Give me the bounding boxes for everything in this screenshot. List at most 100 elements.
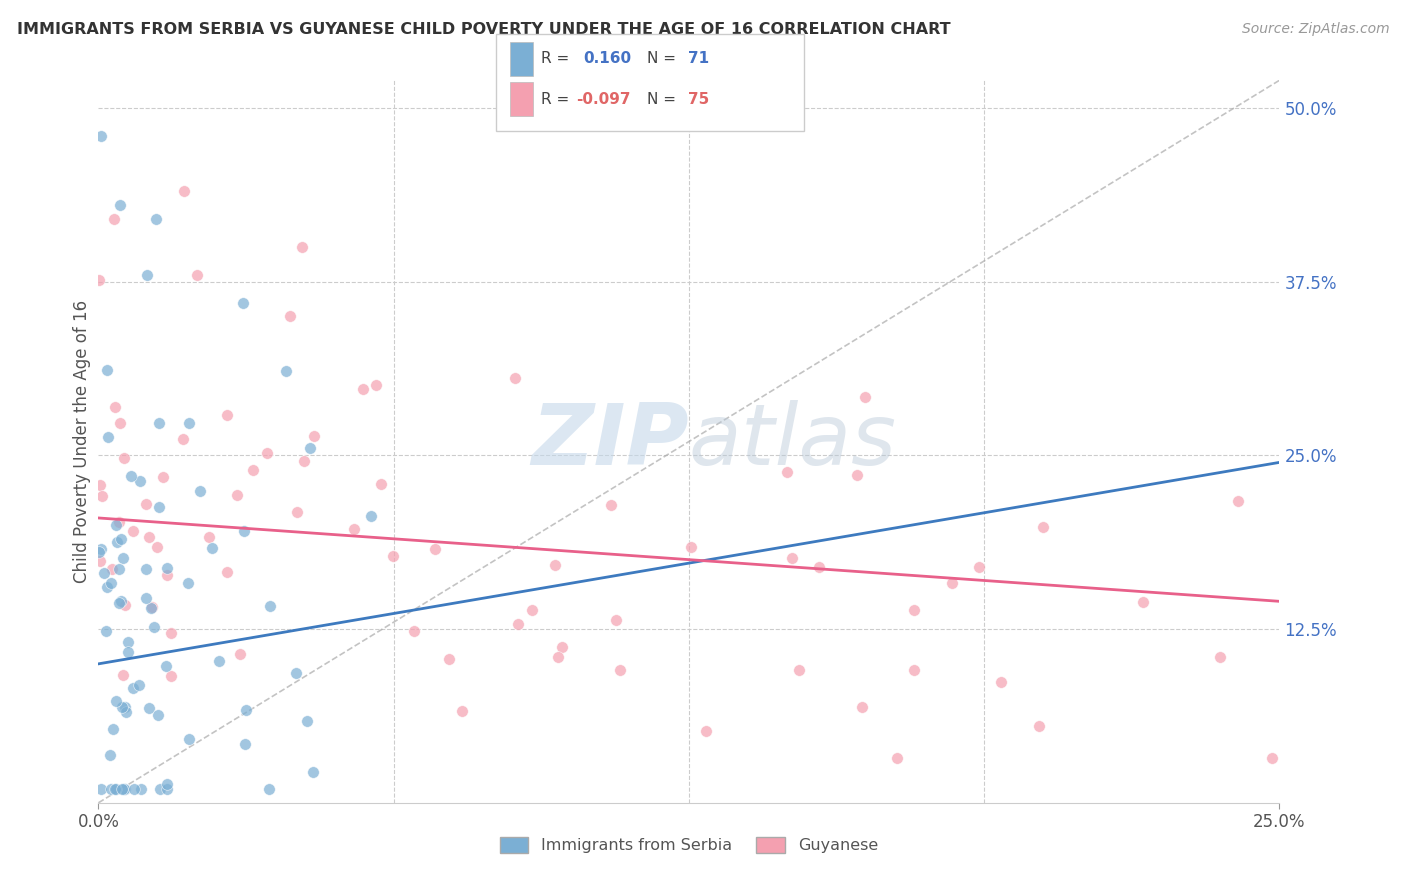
Point bbox=[124, 781, 146, 796]
Point bbox=[780, 551, 803, 566]
Point bbox=[256, 446, 278, 460]
Point bbox=[551, 640, 574, 655]
Point bbox=[122, 681, 145, 695]
Point bbox=[197, 530, 219, 544]
Point bbox=[259, 599, 281, 613]
Point bbox=[104, 400, 127, 414]
Text: 0.160: 0.160 bbox=[583, 52, 631, 66]
Text: 71: 71 bbox=[688, 52, 709, 66]
Text: IMMIGRANTS FROM SERBIA VS GUYANESE CHILD POVERTY UNDER THE AGE OF 16 CORRELATION: IMMIGRANTS FROM SERBIA VS GUYANESE CHILD… bbox=[17, 22, 950, 37]
Point bbox=[96, 362, 118, 376]
Point bbox=[404, 624, 426, 639]
Point bbox=[232, 295, 254, 310]
Point bbox=[90, 128, 112, 143]
Text: N =: N = bbox=[647, 52, 681, 66]
Point bbox=[506, 617, 529, 632]
Point bbox=[215, 565, 238, 579]
Point bbox=[111, 550, 134, 565]
Point bbox=[851, 699, 873, 714]
Point bbox=[111, 699, 134, 714]
Text: -0.097: -0.097 bbox=[576, 92, 631, 106]
Point bbox=[217, 408, 239, 422]
Point bbox=[352, 382, 374, 396]
Point bbox=[285, 505, 308, 519]
Point bbox=[235, 737, 257, 751]
Point bbox=[232, 524, 254, 538]
Point bbox=[450, 704, 472, 718]
Point bbox=[111, 781, 134, 796]
Point bbox=[120, 468, 142, 483]
Point bbox=[291, 240, 314, 254]
Point bbox=[177, 576, 200, 591]
Point bbox=[97, 430, 120, 444]
Point bbox=[156, 777, 179, 791]
Text: R =: R = bbox=[541, 52, 575, 66]
Point bbox=[90, 541, 112, 556]
Point bbox=[89, 477, 111, 491]
Point bbox=[90, 781, 112, 796]
Point bbox=[149, 781, 172, 796]
Point bbox=[128, 677, 150, 691]
Point bbox=[695, 724, 717, 739]
Point bbox=[136, 268, 159, 282]
Point bbox=[257, 781, 280, 796]
Point bbox=[107, 562, 129, 576]
Point bbox=[104, 693, 127, 707]
Point bbox=[93, 566, 115, 580]
Point bbox=[188, 484, 211, 499]
Point bbox=[107, 515, 129, 529]
Point bbox=[104, 781, 127, 796]
Point bbox=[543, 558, 565, 573]
Point bbox=[776, 465, 799, 479]
Point bbox=[110, 533, 132, 547]
Point bbox=[100, 781, 122, 796]
Point bbox=[155, 658, 177, 673]
Text: R =: R = bbox=[541, 92, 575, 106]
Text: atlas: atlas bbox=[689, 400, 897, 483]
Point bbox=[101, 561, 124, 575]
Point bbox=[100, 576, 122, 591]
Point bbox=[156, 561, 179, 575]
Point bbox=[605, 613, 627, 627]
Point bbox=[135, 497, 157, 511]
Point bbox=[439, 652, 461, 666]
Point bbox=[903, 664, 925, 678]
Point bbox=[235, 703, 257, 717]
Text: ZIP: ZIP bbox=[531, 400, 689, 483]
Point bbox=[141, 599, 163, 614]
Point bbox=[135, 562, 157, 576]
Point bbox=[278, 310, 301, 324]
Point bbox=[186, 268, 208, 282]
Point bbox=[105, 535, 128, 549]
Y-axis label: Child Poverty Under the Age of 16: Child Poverty Under the Age of 16 bbox=[73, 300, 91, 583]
Point bbox=[107, 596, 129, 610]
Legend: Immigrants from Serbia, Guyanese: Immigrants from Serbia, Guyanese bbox=[494, 831, 884, 860]
Point bbox=[1032, 520, 1054, 534]
Point bbox=[381, 549, 404, 563]
Point bbox=[990, 675, 1012, 690]
Point bbox=[131, 781, 153, 796]
Point bbox=[343, 522, 366, 536]
Point bbox=[886, 751, 908, 765]
Point bbox=[139, 601, 162, 615]
Point bbox=[177, 731, 200, 746]
Point bbox=[284, 665, 307, 680]
Point bbox=[159, 625, 181, 640]
Point bbox=[172, 432, 194, 446]
Point bbox=[103, 212, 125, 227]
Point bbox=[145, 540, 167, 554]
Point bbox=[1028, 719, 1050, 733]
Text: N =: N = bbox=[647, 92, 681, 106]
Text: 75: 75 bbox=[688, 92, 709, 106]
Point bbox=[1209, 649, 1232, 664]
Point bbox=[201, 541, 224, 556]
Point bbox=[681, 540, 703, 554]
Point bbox=[98, 748, 121, 763]
Point bbox=[110, 198, 132, 212]
Point bbox=[522, 603, 544, 617]
Point bbox=[156, 567, 179, 582]
Point bbox=[302, 429, 325, 443]
Point bbox=[370, 476, 392, 491]
Point bbox=[600, 498, 623, 512]
Point bbox=[853, 391, 876, 405]
